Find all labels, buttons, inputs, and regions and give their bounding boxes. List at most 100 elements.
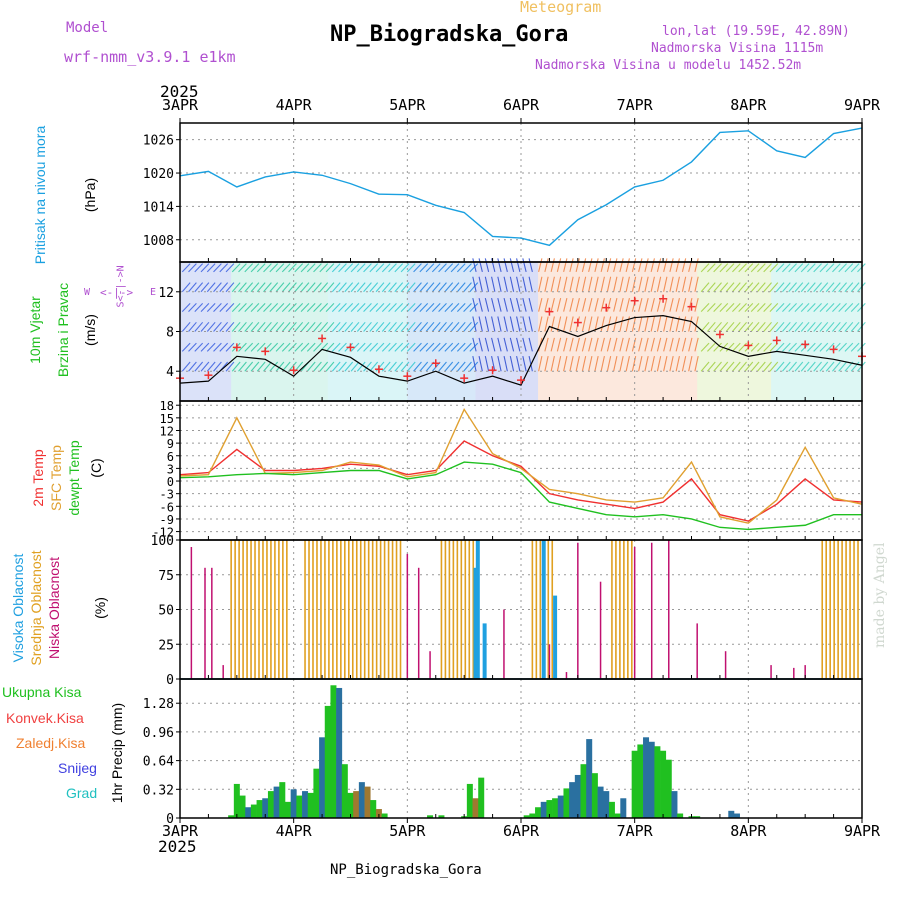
wind-barb	[769, 263, 779, 273]
wind-barb	[381, 303, 391, 313]
wind-barb	[619, 297, 624, 312]
wind-barb	[369, 342, 379, 352]
wind-barb	[538, 316, 543, 332]
wind-barb	[225, 342, 235, 352]
wind-barb	[625, 276, 630, 292]
wind-barb	[400, 282, 410, 293]
wind-barb	[444, 361, 454, 372]
wind-barb	[325, 303, 335, 313]
wind-barb	[363, 361, 372, 372]
wind-barb	[738, 361, 747, 372]
wind-barb	[600, 337, 605, 352]
wind-barb	[338, 361, 347, 372]
wind-barb	[194, 303, 204, 313]
wind-barb	[556, 258, 562, 273]
wind-barb	[732, 303, 741, 313]
wind-barb	[644, 356, 649, 372]
wind-barb	[188, 263, 197, 273]
wind-barb	[757, 303, 766, 313]
wind-barb	[763, 342, 772, 352]
x-tick-label-bottom: 5APR	[389, 822, 426, 840]
wind-barb	[569, 337, 574, 352]
wind-barb	[732, 282, 741, 293]
wind-barb	[263, 321, 272, 332]
wind-barb	[450, 342, 460, 352]
wind-barb	[688, 316, 693, 332]
wind-barb	[588, 356, 593, 372]
wind-barb	[600, 356, 605, 372]
precip-bar	[353, 791, 360, 818]
wind-barb	[350, 342, 360, 352]
wind-barb	[594, 316, 599, 332]
wind-barb	[469, 282, 479, 293]
wind-barb	[288, 263, 297, 273]
wind-barb	[556, 297, 562, 312]
wind-barb	[700, 303, 710, 313]
wind-barb	[719, 303, 729, 313]
wind-barb	[338, 321, 347, 332]
wind-barb	[675, 258, 680, 273]
wind-barb	[550, 258, 555, 273]
wind-barb	[569, 356, 574, 372]
wind-barb	[438, 361, 447, 372]
precip-label-grad: Grad	[66, 785, 98, 801]
wind-barb	[631, 258, 637, 273]
wind-barb	[850, 342, 860, 352]
wind-barb	[832, 303, 841, 313]
wind-barb	[269, 321, 279, 332]
wind-barb	[269, 361, 279, 372]
wind-barb	[219, 321, 229, 332]
wind-barb	[750, 282, 760, 293]
wind-barb	[231, 321, 241, 332]
wind-barb	[719, 321, 729, 332]
wind-barb	[388, 321, 397, 332]
wind-barb	[331, 342, 341, 352]
wind-barb	[656, 276, 662, 292]
wind-barb	[800, 282, 810, 293]
wind-barb	[516, 276, 521, 292]
wind-barb	[594, 337, 599, 352]
wind-barb	[484, 276, 490, 292]
wind-barb	[769, 303, 779, 313]
wind-barb	[656, 337, 662, 352]
wind-barb	[550, 356, 555, 372]
wind-barb	[419, 321, 429, 332]
temp-line-1	[179, 407, 863, 524]
x-tick-label-bottom: 6APR	[503, 822, 540, 840]
wind-barb	[538, 356, 543, 372]
wind-barb	[213, 342, 222, 352]
precip-bar	[574, 774, 581, 818]
wind-barb	[313, 342, 322, 352]
wind-barb	[850, 263, 860, 273]
wind-barb	[325, 342, 335, 352]
precip-bar	[438, 815, 445, 818]
precip-bar	[535, 807, 542, 818]
precip-bar	[728, 810, 735, 818]
wind-barb	[300, 263, 310, 273]
wind-barb	[606, 337, 612, 352]
high-cloud-bar	[475, 540, 480, 679]
wind-barb	[813, 263, 822, 273]
wind-barb	[181, 361, 191, 372]
wind-barb	[344, 321, 354, 332]
wind-barb	[509, 297, 515, 312]
wind-barb	[788, 263, 797, 273]
wind-barb	[363, 282, 372, 293]
high-cloud-bar	[541, 540, 546, 679]
wind-barb	[763, 263, 772, 273]
wind-barb	[782, 361, 791, 372]
wind-barb	[581, 337, 587, 352]
wind-barb	[238, 342, 247, 352]
wind-barb	[832, 361, 841, 372]
precip-bar	[591, 773, 598, 818]
wind-barb	[638, 258, 643, 273]
wind-barb	[369, 303, 379, 313]
wind-barb	[619, 356, 624, 372]
wind-barb	[472, 337, 477, 352]
wind-barb	[306, 342, 316, 352]
wind-barb	[750, 321, 760, 332]
wind-barb	[181, 263, 191, 273]
wind-barb	[638, 356, 643, 372]
wind-barb	[331, 263, 341, 273]
wind-barb	[406, 303, 416, 313]
